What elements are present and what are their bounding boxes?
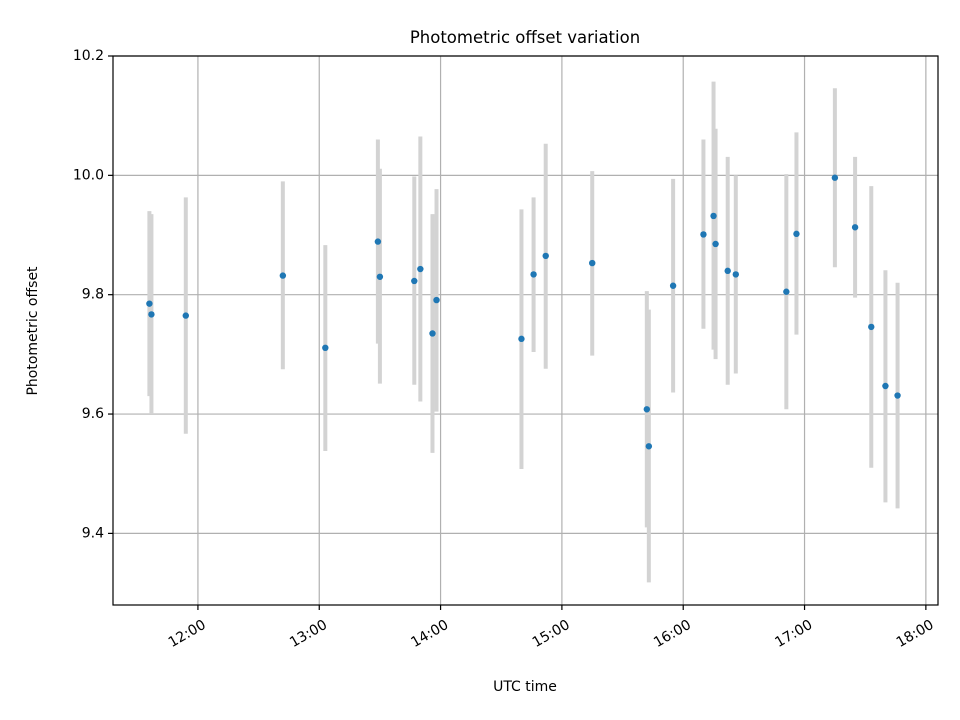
data-point <box>793 230 800 238</box>
data-point <box>542 252 549 260</box>
y-tick-label: 9.4 <box>82 525 104 541</box>
y-tick-label: 9.6 <box>82 406 104 422</box>
data-point <box>669 282 677 289</box>
data-point <box>376 273 384 280</box>
data-point <box>146 300 153 307</box>
point-layer <box>146 174 901 450</box>
data-point <box>783 288 790 295</box>
data-point <box>831 174 839 181</box>
data-point <box>589 259 596 267</box>
data-point <box>322 344 329 352</box>
data-point <box>411 277 418 285</box>
data-point <box>433 296 440 304</box>
plot-frame <box>112 55 939 606</box>
x-axis-label: UTC time <box>493 679 557 695</box>
data-point <box>851 224 859 231</box>
data-point <box>148 311 155 318</box>
data-point <box>645 443 653 450</box>
y-axis-label: Photometric offset <box>25 266 41 396</box>
data-point <box>868 323 875 331</box>
data-point <box>894 392 901 399</box>
data-point <box>724 267 731 275</box>
data-point <box>882 382 889 390</box>
data-point <box>182 312 189 319</box>
y-tick-label: 10.0 <box>73 167 104 183</box>
data-point <box>712 240 719 248</box>
data-point <box>518 335 525 343</box>
y-tick-label: 10.2 <box>73 48 104 64</box>
data-point <box>279 272 287 279</box>
data-point <box>374 238 382 245</box>
data-point <box>417 265 424 273</box>
chart-title: Photometric offset variation <box>410 28 640 47</box>
data-point <box>429 330 436 337</box>
data-point <box>643 406 651 413</box>
data-point <box>530 271 537 278</box>
data-point <box>732 271 739 278</box>
data-point <box>710 212 717 220</box>
y-tick-label: 9.8 <box>82 287 104 303</box>
data-point <box>700 231 707 238</box>
